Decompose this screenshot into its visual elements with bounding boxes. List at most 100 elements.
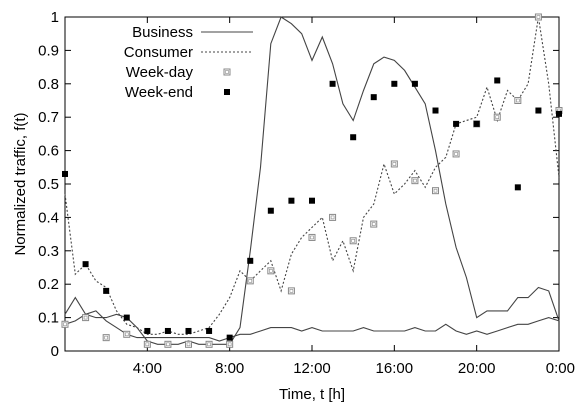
week-day-point — [514, 97, 522, 104]
week-day-point-inner — [104, 335, 108, 340]
week-day-point-inner — [63, 322, 67, 327]
x-tick-label: 16:00 — [376, 360, 414, 377]
legend-label-week-day: Week-day — [126, 64, 194, 81]
y-tick-label: 0.9 — [38, 42, 59, 59]
legend-label-consumer: Consumer — [124, 44, 193, 61]
week-day-point-inner — [536, 15, 541, 19]
week-day-point-inner — [269, 269, 273, 273]
x-tick-label: 0:00 — [546, 360, 575, 377]
week-day-point-inner — [166, 342, 170, 347]
week-end-point — [144, 327, 151, 334]
legend-label-business: Business — [132, 24, 193, 41]
week-day-point — [411, 177, 419, 185]
week-day-point — [61, 320, 69, 328]
week-day-point — [246, 277, 254, 285]
week-end-point — [82, 261, 89, 268]
x-tick-label: 8:00 — [215, 360, 244, 377]
week-day-point-inner — [516, 98, 520, 103]
week-day-point-inner — [454, 152, 458, 156]
week-day-point — [102, 334, 110, 342]
week-day-point — [349, 237, 357, 245]
week-end-point — [473, 120, 480, 127]
y-tick-label: 0.7 — [38, 109, 59, 126]
week-end-point — [309, 197, 315, 204]
week-end-point — [370, 94, 377, 101]
y-tick-label: 0.6 — [38, 143, 59, 160]
week-day-point — [205, 340, 213, 348]
y-tick-label: 1 — [51, 9, 59, 26]
x-axis-label: Time, t [h] — [279, 386, 345, 403]
week-day-point — [123, 330, 131, 338]
week-end-point — [391, 80, 398, 87]
week-day-point-inner — [413, 178, 417, 183]
legend: Business Consumer Week-day Week-end — [124, 24, 253, 101]
week-end-point — [288, 197, 295, 204]
week-day-point — [390, 160, 398, 168]
week-day-point — [143, 340, 151, 348]
week-day-point — [308, 233, 316, 241]
week-day-point-inner — [433, 188, 438, 193]
week-day-point-inner — [186, 342, 191, 347]
week-day-point — [329, 213, 337, 221]
y-tick-label: 0.4 — [38, 209, 59, 226]
week-day-point-inner — [310, 235, 314, 240]
y-tick-label: 0.5 — [38, 176, 59, 193]
week-end-point — [164, 327, 171, 334]
legend-label-week-end: Week-end — [125, 84, 193, 101]
x-tick-label: 12:00 — [293, 360, 331, 377]
week-end-point — [267, 207, 274, 214]
week-end-point — [247, 257, 254, 264]
legend-sample-week-day — [223, 68, 231, 76]
week-end-point — [103, 287, 110, 294]
y-tick-label: 0.3 — [38, 243, 59, 260]
week-day-point — [287, 287, 295, 295]
week-day-point-inner — [227, 342, 232, 347]
week-day-point — [226, 340, 234, 348]
week-end-point — [535, 107, 542, 114]
week-day-point-inner — [392, 162, 397, 166]
week-end-point — [350, 134, 357, 141]
week-end-point — [411, 80, 418, 87]
consumer-line — [64, 16, 560, 335]
week-day-point — [267, 267, 275, 275]
series-layer — [61, 13, 563, 348]
week-day-point — [82, 314, 90, 322]
week-end-point — [453, 120, 460, 127]
week-end-point — [123, 314, 130, 321]
week-day-point — [370, 220, 378, 228]
week-end-point — [226, 334, 233, 341]
week-end-point — [62, 170, 68, 177]
ticks: 0 0.1 0.2 0.3 0.4 0.5 0.6 0.7 0.8 0.9 1 4:00 8:00 12:… — [38, 9, 575, 377]
week-day-point-inner — [207, 342, 211, 347]
week-end-point — [494, 77, 501, 84]
week-day-point-inner — [330, 215, 335, 220]
week-day-point-inner — [351, 238, 355, 243]
week-day-point-inner — [289, 289, 294, 293]
legend-sample-inner-week-day — [225, 70, 229, 74]
week-day-point — [534, 13, 542, 21]
x-tick-label: 20:00 — [458, 360, 496, 377]
week-day-point — [164, 340, 172, 348]
y-tick-label: 0.8 — [38, 76, 59, 93]
week-day-point-inner — [248, 279, 253, 283]
x-tick-label: 4:00 — [133, 360, 162, 377]
series-4-line — [64, 310, 560, 342]
y-tick-label: 0 — [51, 343, 59, 360]
week-end-point — [329, 80, 336, 87]
week-day-point-inner — [371, 222, 376, 226]
legend-sample-week-end — [224, 89, 230, 95]
week-day-point-inner — [495, 115, 500, 119]
week-end-point — [185, 327, 192, 334]
week-end-point — [432, 107, 439, 114]
week-day-point-inner — [124, 332, 129, 337]
week-end-point — [206, 327, 213, 334]
y-tick-label: 0.2 — [38, 276, 59, 293]
week-day-point-inner — [145, 342, 150, 347]
week-day-point-inner — [83, 315, 88, 320]
week-day-point — [185, 340, 192, 348]
y-axis-label: Normalized traffic, f(t) — [12, 112, 29, 255]
week-end-point — [556, 110, 562, 117]
week-day-point — [493, 113, 501, 121]
y-tick-label: 0.1 — [38, 310, 59, 327]
